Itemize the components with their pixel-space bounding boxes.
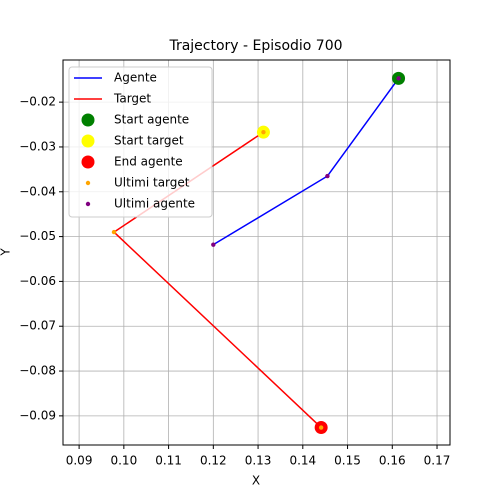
x-tick-label: 0.13 xyxy=(245,454,272,468)
legend-label: Agente xyxy=(114,71,157,85)
y-tick-label: −0.04 xyxy=(19,184,56,198)
plot-frame xyxy=(62,59,451,446)
y-axis-label: Y xyxy=(0,248,13,257)
y-tick-label: −0.05 xyxy=(19,229,56,243)
x-tick-label: 0.17 xyxy=(424,454,451,468)
legend-label: Ultimi agente xyxy=(114,197,195,211)
y-tick-label: −0.07 xyxy=(19,319,56,333)
chart-title: Trajectory - Episodio 700 xyxy=(168,38,342,54)
legend-swatch xyxy=(81,134,95,148)
legend: Agente Target Start agente Start target End … xyxy=(68,66,213,218)
legend-swatch xyxy=(85,201,91,207)
x-tick-label: 0.14 xyxy=(289,454,316,468)
legend-swatch xyxy=(81,113,95,127)
marker xyxy=(261,129,266,135)
x-axis-label: X xyxy=(252,474,260,488)
marker xyxy=(211,242,216,247)
legend-label: Start agente xyxy=(114,113,189,127)
x-tick-label: 0.09 xyxy=(66,454,93,468)
y-tick-label: −0.08 xyxy=(19,364,56,378)
x-tick-label: 0.10 xyxy=(110,454,137,468)
y-tick-label: −0.09 xyxy=(19,408,56,422)
legend-swatch xyxy=(85,180,91,186)
y-tick-label: −0.03 xyxy=(19,139,56,153)
marker xyxy=(111,229,117,235)
legend-box xyxy=(68,66,213,218)
marker xyxy=(325,173,330,179)
legend-label: Target xyxy=(113,92,151,106)
x-tick-label: 0.16 xyxy=(379,454,406,468)
x-tick-label: 0.11 xyxy=(155,454,182,468)
x-tick-label: 0.15 xyxy=(334,454,361,468)
marker xyxy=(318,425,324,430)
legend-swatch xyxy=(81,155,95,169)
marker xyxy=(396,76,401,81)
y-tick-label: −0.06 xyxy=(19,274,56,288)
legend-label: Start target xyxy=(114,134,184,148)
legend-label: End agente xyxy=(114,155,183,169)
x-tick-label: 0.12 xyxy=(200,454,227,468)
y-tick-label: −0.02 xyxy=(19,95,56,109)
legend-label: Ultimi target xyxy=(114,176,190,190)
